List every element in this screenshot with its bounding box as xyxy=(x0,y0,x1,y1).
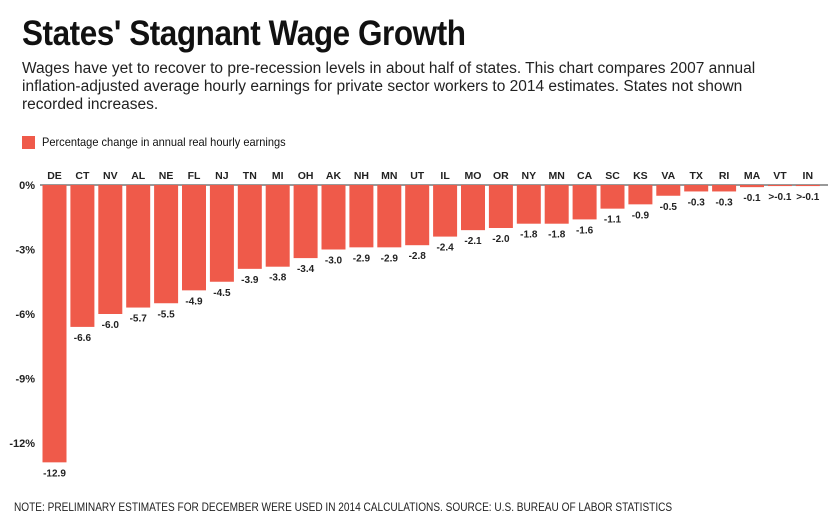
category-label: RI xyxy=(719,170,730,182)
category-label: SC xyxy=(605,170,620,182)
chart-subtitle: Wages have yet to recover to pre-recessi… xyxy=(22,60,756,113)
bar xyxy=(740,185,764,188)
value-label: -3.8 xyxy=(269,273,287,284)
bar xyxy=(795,185,820,187)
value-label: -1.6 xyxy=(576,225,594,236)
bar xyxy=(377,185,402,248)
bar xyxy=(42,185,67,463)
category-label: CA xyxy=(577,170,593,182)
category-label: TN xyxy=(243,170,257,182)
value-label: -3.9 xyxy=(241,275,259,286)
value-label: -2.0 xyxy=(492,234,510,245)
value-label: -1.8 xyxy=(548,230,566,241)
y-tick-label: -9% xyxy=(15,374,35,386)
bar xyxy=(767,185,792,187)
value-label: -6.6 xyxy=(74,333,92,344)
value-label: -3.0 xyxy=(325,256,343,267)
bar xyxy=(209,185,234,282)
bar xyxy=(321,185,346,250)
value-label: -2.9 xyxy=(381,253,399,264)
value-label: -2.4 xyxy=(436,243,454,254)
bar xyxy=(70,185,95,327)
category-label: OR xyxy=(493,170,509,182)
y-tick-label: -6% xyxy=(15,309,35,321)
bar xyxy=(600,185,625,209)
category-label: MO xyxy=(465,170,482,182)
value-label: -2.1 xyxy=(464,236,482,247)
bar xyxy=(98,185,123,314)
value-label: -0.3 xyxy=(715,197,733,208)
value-label: -4.5 xyxy=(213,288,231,299)
value-label: -0.1 xyxy=(743,193,761,204)
value-label: -1.8 xyxy=(520,230,538,241)
legend-swatch xyxy=(22,136,35,149)
bar xyxy=(712,185,737,192)
value-label: -0.3 xyxy=(688,197,706,208)
category-label: TX xyxy=(689,170,702,182)
bar xyxy=(405,185,430,246)
category-label: MN xyxy=(381,170,397,182)
category-label: MA xyxy=(744,170,761,182)
value-label: -3.4 xyxy=(297,264,315,275)
bar xyxy=(628,185,653,205)
category-label: CT xyxy=(75,170,90,182)
category-label: NE xyxy=(159,170,174,182)
y-tick-label: -12% xyxy=(9,438,35,450)
bar xyxy=(461,185,485,231)
category-label: IN xyxy=(803,170,814,182)
value-label: -4.9 xyxy=(185,296,203,307)
value-label: -0.5 xyxy=(660,202,678,213)
category-label: NH xyxy=(354,170,369,182)
category-label: DE xyxy=(47,170,62,182)
y-tick-label: 0% xyxy=(19,180,35,192)
category-label: OH xyxy=(298,170,314,182)
bar xyxy=(293,185,318,259)
bar xyxy=(656,185,681,196)
value-label: -6.0 xyxy=(102,320,120,331)
bar xyxy=(182,185,206,291)
value-label: >-0.1 xyxy=(796,192,820,203)
bar xyxy=(154,185,179,304)
value-label: -5.5 xyxy=(157,309,175,320)
category-label: MN xyxy=(549,170,565,182)
bar xyxy=(433,185,458,237)
value-label: -2.8 xyxy=(409,251,427,262)
category-label: AL xyxy=(131,170,146,182)
value-label: -1.1 xyxy=(604,215,622,226)
chart-title: States' Stagnant Wage Growth xyxy=(22,14,466,53)
category-label: NJ xyxy=(215,170,229,182)
category-label: MI xyxy=(272,170,284,182)
bar xyxy=(516,185,541,224)
bar xyxy=(349,185,374,248)
bar xyxy=(126,185,151,308)
legend-label: Percentage change in annual real hourly … xyxy=(42,135,286,149)
bar xyxy=(572,185,597,220)
category-label: IL xyxy=(440,170,450,182)
bar xyxy=(265,185,290,267)
source-note: NOTE: PRELIMINARY ESTIMATES FOR DECEMBER… xyxy=(14,500,673,514)
category-label: VA xyxy=(661,170,675,182)
bar xyxy=(544,185,569,224)
category-label: FL xyxy=(188,170,201,182)
value-label: -5.7 xyxy=(130,314,148,325)
category-label: UT xyxy=(410,170,425,182)
value-label: -12.9 xyxy=(43,468,66,479)
category-label: NY xyxy=(522,170,537,182)
y-tick-label: -3% xyxy=(15,245,35,257)
category-label: AK xyxy=(326,170,342,182)
value-label: -2.9 xyxy=(353,253,371,264)
value-label: >-0.1 xyxy=(768,192,792,203)
category-label: VT xyxy=(773,170,787,182)
bar xyxy=(684,185,709,192)
category-label: KS xyxy=(633,170,648,182)
bar xyxy=(488,185,513,228)
category-label: NV xyxy=(103,170,118,182)
value-label: -0.9 xyxy=(632,210,650,221)
bar xyxy=(237,185,262,269)
